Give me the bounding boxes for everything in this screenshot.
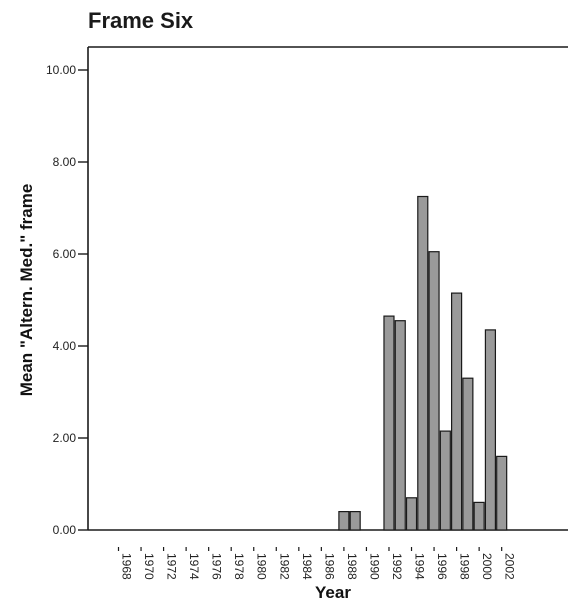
y-tick-label: 10.00 <box>46 63 76 77</box>
x-tick-label: 1988 <box>345 553 359 580</box>
x-tick-label: 1968 <box>120 553 134 580</box>
x-tick-label: 1974 <box>187 553 201 580</box>
x-tick-label: 1978 <box>232 553 246 580</box>
x-tick-label: 1990 <box>367 553 381 580</box>
bar-1996 <box>428 251 440 531</box>
y-tick-label: 4.00 <box>53 339 77 353</box>
y-tick-label: 6.00 <box>53 247 77 261</box>
bar-1999 <box>462 377 474 531</box>
bar-2001 <box>484 329 497 531</box>
bar-1989 <box>349 511 361 531</box>
bar-1993 <box>394 320 406 531</box>
x-tick-label: 1996 <box>435 553 449 580</box>
x-axis: 1968 1970 1972 1974 1976 1978 1980 1982 1984 1986… <box>117 547 517 580</box>
x-tick-label: 1970 <box>142 553 156 580</box>
bar-1994 <box>405 497 418 531</box>
y-axis-title: Mean "Altern. Med." frame <box>17 184 36 397</box>
x-axis-title: Year <box>315 583 351 602</box>
x-tick-label: 1982 <box>277 553 291 580</box>
bar-1997 <box>439 430 451 531</box>
y-tick-label: 2.00 <box>53 431 77 445</box>
x-tick-label: 2002 <box>503 553 517 580</box>
y-tick-label: 8.00 <box>53 155 77 169</box>
bar-1988 <box>338 511 350 531</box>
bar-1995 <box>417 195 429 531</box>
x-tick-label: 1986 <box>322 553 336 580</box>
bar-2002 <box>496 455 508 531</box>
y-axis: 0.00 2.00 4.00 6.00 8.00 10.00 <box>46 63 88 537</box>
x-tick-label: 1980 <box>255 553 269 580</box>
x-tick-label: 2000 <box>480 553 494 580</box>
bars <box>113 195 508 531</box>
chart-title: Frame Six <box>88 8 194 33</box>
x-tick-label: 1994 <box>413 553 427 580</box>
x-tick-label: 1984 <box>300 553 314 580</box>
bar-2000 <box>473 501 485 531</box>
x-tick-label: 1976 <box>210 553 224 580</box>
x-tick-label: 1992 <box>390 553 404 580</box>
y-tick-label: 0.00 <box>53 523 77 537</box>
bar-1992 <box>383 315 395 531</box>
x-tick-label: 1972 <box>165 553 179 580</box>
bar-1998 <box>451 292 463 531</box>
x-tick-label: 1998 <box>458 553 472 580</box>
